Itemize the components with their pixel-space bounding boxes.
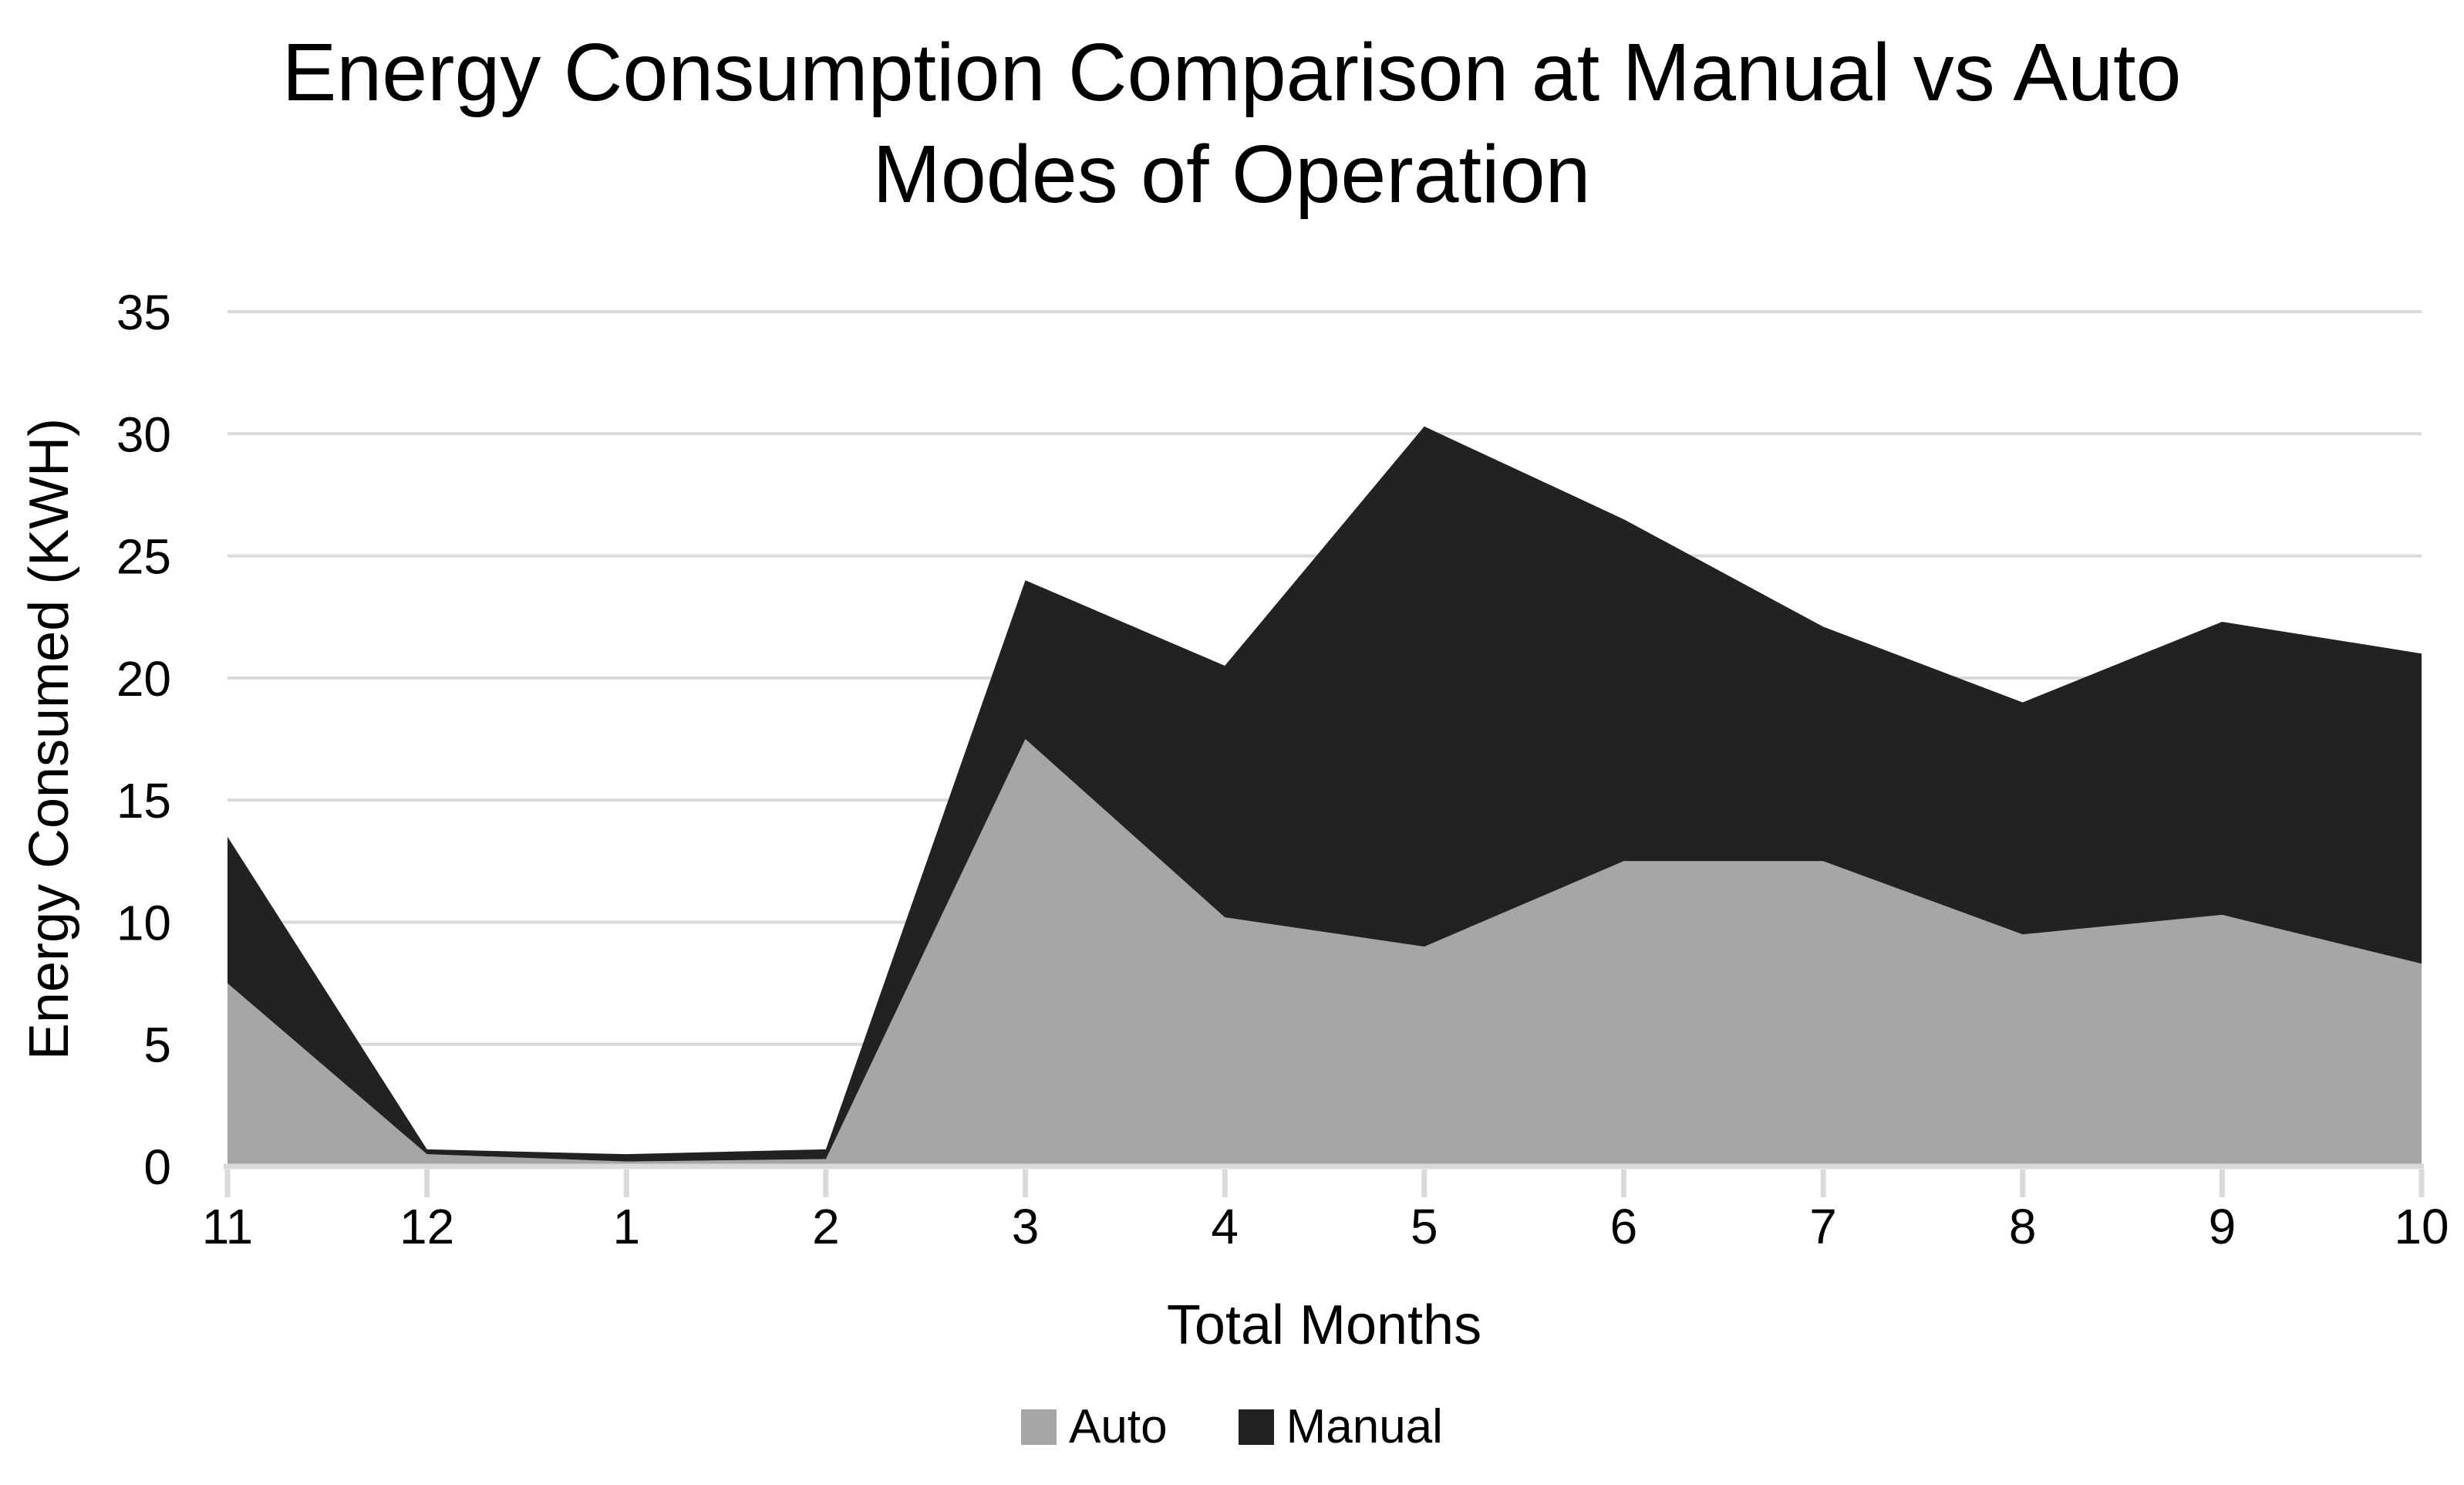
y-tick-label: 0	[143, 1139, 171, 1195]
legend-label: Auto	[1069, 1400, 1168, 1453]
x-tick-label: 2	[812, 1199, 840, 1254]
x-tick-label: 7	[1809, 1199, 1837, 1254]
x-axis-line	[224, 1163, 2425, 1197]
area-auto	[228, 739, 2422, 1166]
x-axis-title: Total Months	[1167, 1294, 1481, 1356]
x-tick-label: 9	[2209, 1199, 2236, 1254]
area-manual	[228, 426, 2422, 1162]
x-tick-label: 3	[1012, 1199, 1040, 1254]
area-series	[228, 426, 2422, 1166]
x-tick-label: 12	[399, 1199, 454, 1254]
x-tick-label: 4	[1211, 1199, 1239, 1254]
y-tick-label: 30	[116, 407, 171, 462]
y-tick-label: 10	[116, 895, 171, 950]
chart-title-line1: Energy Consumption Comparison at Manual …	[282, 27, 2182, 118]
x-tick-label: 6	[1610, 1199, 1638, 1254]
legend: Auto Manual	[0, 1399, 2464, 1454]
x-tick-labels: 11 12 1 2 3 4 5 6 7 8 9 10	[202, 1199, 2449, 1254]
x-tick-label: 1	[612, 1199, 640, 1254]
x-tick-label: 8	[2009, 1199, 2037, 1254]
y-axis-title: Energy Consumed (KWH)	[19, 418, 80, 1060]
legend-item-auto: Auto	[1021, 1399, 1168, 1454]
legend-swatch-auto	[1021, 1409, 1057, 1445]
x-tick-label: 11	[202, 1199, 253, 1254]
y-tick-labels: 0 5 10 15 20 25 30 35	[116, 285, 171, 1195]
chart-title-line2: Modes of Operation	[873, 129, 1591, 220]
y-tick-label: 20	[116, 651, 171, 707]
y-tick-label: 25	[116, 529, 171, 585]
y-tick-label: 35	[116, 285, 171, 340]
x-tick-label: 10	[2394, 1199, 2449, 1254]
legend-swatch-manual	[1238, 1409, 1274, 1445]
x-tick-label: 5	[1411, 1199, 1438, 1254]
y-tick-label: 15	[116, 773, 171, 829]
y-tick-label: 5	[143, 1018, 171, 1073]
legend-label: Manual	[1286, 1400, 1443, 1453]
legend-item-manual: Manual	[1238, 1399, 1443, 1454]
